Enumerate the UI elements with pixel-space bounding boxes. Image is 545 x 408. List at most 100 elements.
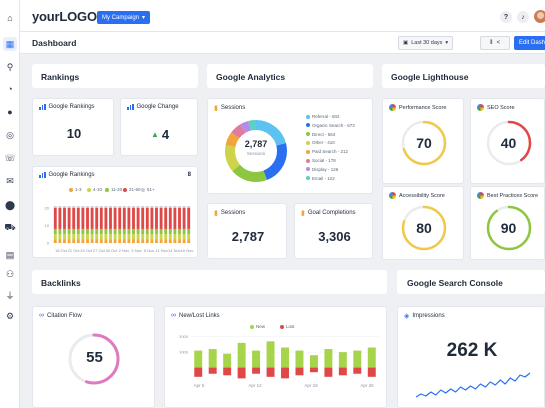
date-range-button[interactable]: ▣ Last 30 days ▾ [398,36,454,50]
rank-bar-segment [122,207,126,229]
rank-bar-segment [127,207,131,229]
rank-bar-segment [63,234,66,240]
new-links-bar [353,350,362,368]
lost-links-bar [252,367,261,374]
rank-bar-segment [155,234,158,240]
rank-bar-segment [95,206,99,208]
rank-bar-segment [118,239,122,243]
rank-bar-segment [109,206,112,208]
goal-completions-card[interactable]: ▮ Goal Completions 3,306 [294,203,373,259]
home-icon[interactable]: ⌂ [7,13,13,23]
report-icon[interactable]: ▤ [5,249,15,260]
cart-icon[interactable]: ⛟ [4,222,16,232]
google-change-value-group: ▲ 4 [151,127,169,142]
backlinks-header: Backlinks [32,270,387,294]
location-icon[interactable]: ⬤ [4,199,16,210]
sessions-donut-label: ▮ Sessions [214,105,246,112]
sessions-card-label: ▮ Sessions [214,210,246,217]
impressions-card[interactable]: ◈ Impressions 262 K [397,306,545,408]
rank-bar-segment [150,207,154,229]
help-icon[interactable]: ? [500,11,512,23]
rank-bar-segment [182,234,186,240]
rank-bar-segment [132,206,135,208]
rank-bar-segment [63,228,66,235]
lost-links-bar [353,367,362,374]
rank-bar-segment [127,206,131,208]
rank-bar-segment [173,239,177,243]
campaign-dropdown[interactable]: My Campaign ▾ [97,11,151,24]
rank-x-tick: 14 Nov [168,248,181,253]
search-icon[interactable]: ⚲ [6,61,14,72]
legend-lost-swatch [280,324,284,329]
google-rankings-label: Google Rankings [39,104,95,110]
lighthouse-score-label: Accessibility Score [399,192,445,199]
google-change-card[interactable]: Google Change ▲ 4 [120,98,198,156]
google-rankings-card[interactable]: Google Rankings 10 [32,98,114,156]
source-legend-swatch [306,132,310,137]
settings-icon[interactable]: ⚙ [5,310,15,321]
citation-flow-card[interactable]: ∞ Citation Flow 55 [32,306,155,408]
rank-bar-segment [132,234,135,240]
dashboard-icon[interactable]: ▦ [3,37,17,51]
lighthouse-score-card[interactable]: Performance Score 70 [382,98,464,184]
rank-bar-segment [86,207,89,229]
message-icon[interactable]: ◎ [6,129,14,140]
analytics-icon: ▮ [214,105,218,112]
rank-y-tick: 20 [45,205,50,210]
new-lost-links-card[interactable]: ∞ New/Lost Links New Lost 2000 1000 Apr 5 A… [164,306,387,408]
lost-links-bar [295,367,304,376]
rank-bar-segment [86,228,89,235]
source-legend-label: Other - 410 [312,140,335,146]
calendar-icon: ▣ [403,40,409,46]
bell-icon[interactable]: ♪ [517,11,529,23]
rank-bar-segment [159,228,163,235]
rank-bar-segment [164,234,168,240]
rank-legend-item: 1-3 [69,187,82,192]
rank-bar-segment [159,239,163,243]
chat-icon[interactable]: ● [7,107,13,117]
links-x-tick: Apr 26 [360,383,374,388]
rank-bar-segment [187,228,191,235]
rank-bar-segment [104,207,108,229]
rank-bar-segment [141,239,145,243]
phone-icon[interactable]: ☏ [4,152,16,163]
lighthouse-icon [389,104,396,111]
lost-links-bar [266,367,275,377]
lighthouse-score-card[interactable]: Best Practices Score 90 [470,186,545,260]
rank-bar-segment [109,207,112,229]
rank-bar-segment [76,239,80,243]
mail-icon[interactable]: ✉ [6,175,14,186]
legend-new: New [250,324,265,329]
sessions-card[interactable]: ▮ Sessions 2,787 [207,203,287,259]
source-legend-label: Referral - 602 [312,114,340,119]
rank-bar-segment [104,239,108,243]
rank-bar-segment [159,207,163,229]
lighthouse-score-card[interactable]: Accessibility Score 80 [382,186,464,260]
lost-links-bar [338,367,347,376]
rank-bar-segment [63,207,66,229]
rank-bar-segment [136,206,140,208]
new-links-bar [194,350,203,368]
rank-y-tick: 0 [47,241,50,246]
date-range-label: Last 30 days [411,40,443,46]
citation-ring-arc [68,333,120,385]
lighthouse-score-title: Performance Score [389,104,446,111]
users-icon[interactable]: ⚇ [5,268,15,279]
sessions-donut-card[interactable]: ▮ Sessions 2,787 Sessions Referral - 602… [207,98,373,194]
logo[interactable]: yourLOGO® [32,9,101,24]
analytics-header: Google Analytics [207,64,373,88]
view-share-button[interactable]: ⦀ < [480,36,510,50]
google-rankings-chart-card[interactable]: Google Rankings 8 1-3 4-10 11-20 21-50 51+ 2… [32,166,198,258]
rank-bar-segment [182,206,186,208]
rank-bar-segment [187,207,191,229]
columns-icon: ⦀ [489,39,493,46]
rank-legend-swatch [105,187,109,192]
plug-icon[interactable]: ⏚ [5,290,15,301]
rank-bar-segment [81,206,85,208]
edit-dashboard-button[interactable]: Edit Dashboard [514,36,545,50]
avatar[interactable] [534,10,545,23]
lighthouse-ring-arc [401,205,447,251]
source-legend-swatch [306,140,310,145]
lighthouse-score-card[interactable]: SEO Score 40 [470,98,545,184]
pie-icon[interactable]: ◔ [7,84,13,94]
